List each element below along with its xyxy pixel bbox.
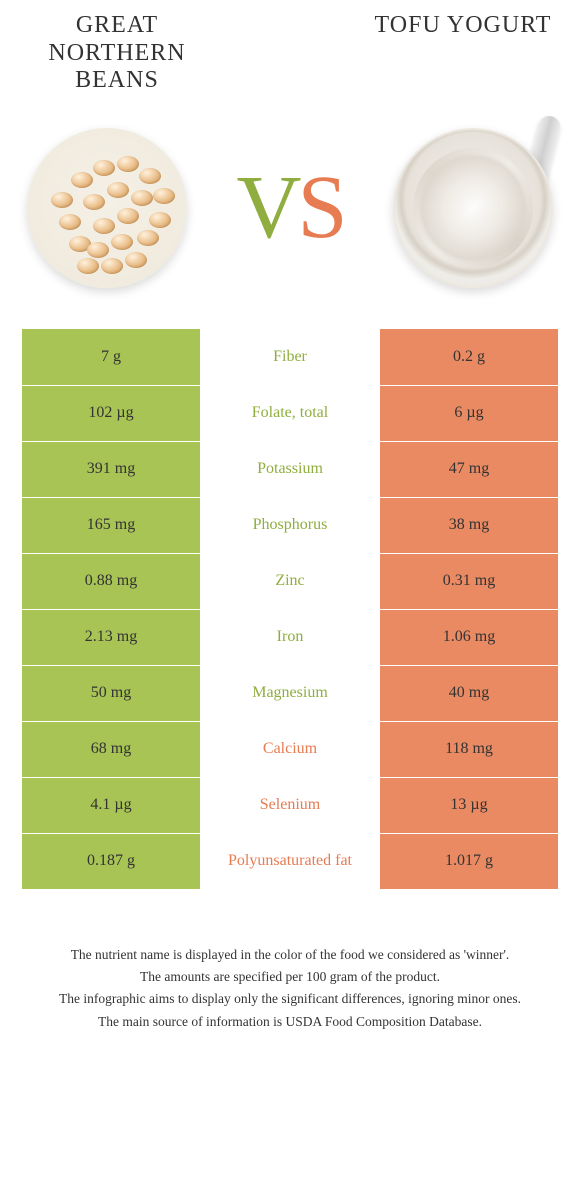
right-value-cell: 0.31 mg [380, 554, 558, 609]
left-value-cell: 50 mg [22, 666, 200, 721]
vs-label: VS [236, 163, 343, 253]
nutrient-label-cell: Phosphorus [200, 498, 380, 553]
nutrient-label-cell: Polyunsaturated fat [200, 834, 380, 889]
nutrient-row: 391 mgPotassium47 mg [22, 441, 558, 497]
right-food-title: TOFU YOGURT [368, 12, 558, 40]
left-title-col: GREAT NORTHERN BEANS [22, 12, 212, 95]
right-value-cell: 6 µg [380, 386, 558, 441]
nutrient-label-cell: Fiber [200, 329, 380, 385]
nutrient-label-cell: Selenium [200, 778, 380, 833]
left-food-title: GREAT NORTHERN BEANS [22, 12, 212, 95]
nutrient-label-cell: Potassium [200, 442, 380, 497]
right-value-cell: 0.2 g [380, 329, 558, 385]
nutrient-label-cell: Iron [200, 610, 380, 665]
nutrient-label-cell: Calcium [200, 722, 380, 777]
right-value-cell: 38 mg [380, 498, 558, 553]
vs-v: V [236, 163, 297, 253]
nutrient-table: 7 gFiber0.2 g102 µgFolate, total6 µg391 … [22, 329, 558, 889]
left-value-cell: 4.1 µg [22, 778, 200, 833]
header-titles: GREAT NORTHERN BEANS TOFU YOGURT [22, 12, 558, 95]
nutrient-row: 4.1 µgSelenium13 µg [22, 777, 558, 833]
yogurt-swirl [413, 148, 533, 268]
left-value-cell: 0.187 g [22, 834, 200, 889]
beans-cluster [41, 142, 173, 274]
images-row: VS [22, 123, 558, 293]
nutrient-row: 0.88 mgZinc0.31 mg [22, 553, 558, 609]
nutrient-row: 165 mgPhosphorus38 mg [22, 497, 558, 553]
right-food-image [388, 123, 558, 293]
right-value-cell: 40 mg [380, 666, 558, 721]
yogurt-bowl [393, 128, 553, 288]
nutrient-row: 7 gFiber0.2 g [22, 329, 558, 385]
left-value-cell: 0.88 mg [22, 554, 200, 609]
footer-line-4: The main source of information is USDA F… [26, 1012, 554, 1032]
infographic-container: GREAT NORTHERN BEANS TOFU YOGURT [0, 0, 580, 1032]
nutrient-row: 102 µgFolate, total6 µg [22, 385, 558, 441]
left-food-image [22, 123, 192, 293]
vs-s: S [297, 163, 343, 253]
right-value-cell: 47 mg [380, 442, 558, 497]
beans-bowl [27, 128, 187, 288]
left-value-cell: 68 mg [22, 722, 200, 777]
nutrient-row: 50 mgMagnesium40 mg [22, 665, 558, 721]
right-value-cell: 13 µg [380, 778, 558, 833]
nutrient-row: 68 mgCalcium118 mg [22, 721, 558, 777]
left-value-cell: 391 mg [22, 442, 200, 497]
footer-line-1: The nutrient name is displayed in the co… [26, 945, 554, 965]
left-value-cell: 165 mg [22, 498, 200, 553]
footer-line-2: The amounts are specified per 100 gram o… [26, 967, 554, 987]
left-value-cell: 2.13 mg [22, 610, 200, 665]
footer-notes: The nutrient name is displayed in the co… [22, 945, 558, 1032]
footer-line-3: The infographic aims to display only the… [26, 989, 554, 1009]
right-value-cell: 1.017 g [380, 834, 558, 889]
nutrient-label-cell: Zinc [200, 554, 380, 609]
right-value-cell: 118 mg [380, 722, 558, 777]
nutrient-label-cell: Magnesium [200, 666, 380, 721]
nutrient-label-cell: Folate, total [200, 386, 380, 441]
left-value-cell: 7 g [22, 329, 200, 385]
right-value-cell: 1.06 mg [380, 610, 558, 665]
nutrient-row: 0.187 gPolyunsaturated fat1.017 g [22, 833, 558, 889]
right-title-col: TOFU YOGURT [368, 12, 558, 40]
left-value-cell: 102 µg [22, 386, 200, 441]
nutrient-row: 2.13 mgIron1.06 mg [22, 609, 558, 665]
